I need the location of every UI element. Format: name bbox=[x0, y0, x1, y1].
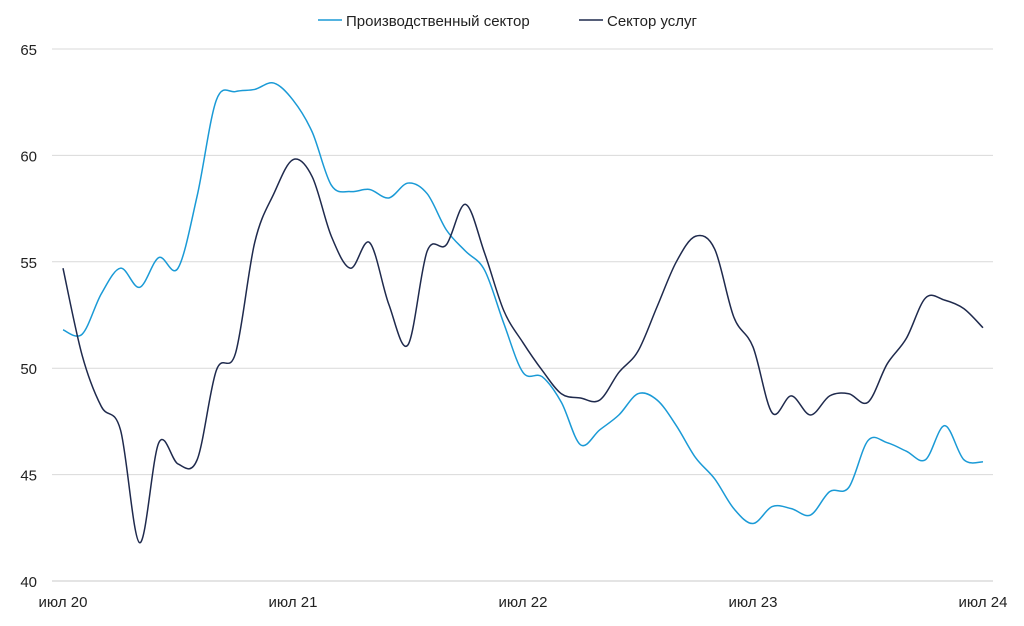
legend-label-services: Сектор услуг bbox=[607, 13, 698, 30]
y-tick-label: 50 bbox=[20, 361, 37, 378]
x-tick-label: июл 21 bbox=[269, 594, 318, 611]
legend: Производственный сектор Сектор услуг bbox=[318, 13, 698, 30]
y-axis-ticks: 40 45 50 55 60 65 bbox=[20, 42, 37, 591]
y-tick-label: 65 bbox=[20, 42, 37, 59]
y-tick-label: 60 bbox=[20, 148, 37, 165]
x-tick-label: июл 20 bbox=[39, 594, 88, 611]
x-axis-ticks: июл 20 июл 21 июл 22 июл 23 июл 24 bbox=[39, 594, 1008, 611]
x-tick-label: июл 23 bbox=[729, 594, 778, 611]
y-tick-label: 45 bbox=[20, 468, 37, 485]
y-tick-label: 55 bbox=[20, 255, 37, 272]
x-tick-label: июл 24 bbox=[959, 594, 1008, 611]
gridlines bbox=[52, 48, 993, 582]
series-lines bbox=[62, 82, 984, 544]
y-tick-label: 40 bbox=[20, 574, 37, 591]
series-line-manufacturing bbox=[62, 82, 984, 525]
legend-label-manufacturing: Производственный сектор bbox=[346, 13, 530, 30]
series-line-services bbox=[62, 158, 984, 544]
x-tick-label: июл 22 bbox=[499, 594, 548, 611]
